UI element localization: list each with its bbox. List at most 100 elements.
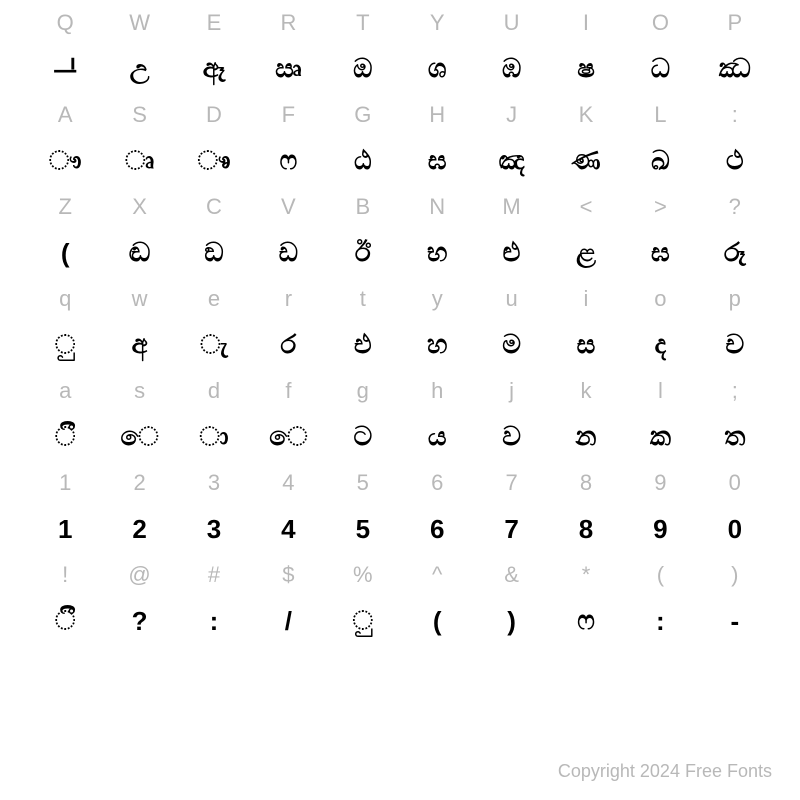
key-label: 3: [208, 470, 220, 496]
key-label: Z: [58, 194, 71, 220]
glyph-cell: ැ: [200, 329, 228, 361]
key-label: j: [509, 378, 514, 404]
key-label: G: [354, 102, 371, 128]
copyright-footer: Copyright 2024 Free Fonts: [558, 761, 772, 782]
glyph-cell: ඛ: [651, 145, 670, 177]
glyph-cell: ?: [132, 606, 148, 637]
glyph-cell: 2: [132, 514, 146, 545]
key-label: 7: [505, 470, 517, 496]
glyph-cell: ෆ: [577, 605, 595, 637]
key-label: k: [580, 378, 591, 404]
key-label: ): [731, 562, 738, 588]
glyph-cell: ා: [199, 421, 228, 453]
key-label: w: [132, 286, 148, 312]
glyph-cell: ඞ: [204, 237, 223, 269]
glyph-cell: ව: [502, 421, 521, 453]
glyph-cell: ඔ: [353, 53, 372, 85]
key-label: A: [58, 102, 73, 128]
key-label: (: [657, 562, 664, 588]
glyph-cell: ෳ: [197, 145, 230, 177]
glyph-cell: ථ: [726, 145, 744, 177]
key-label: R: [280, 10, 296, 36]
key-label: d: [208, 378, 220, 404]
key-label: 5: [357, 470, 369, 496]
glyph-cell: :: [656, 606, 665, 637]
key-label: C: [206, 194, 222, 220]
glyph-cell: න: [575, 421, 596, 453]
key-label: Q: [57, 10, 74, 36]
glyph-cell: 1: [58, 514, 72, 545]
key-label: u: [505, 286, 517, 312]
key-label: H: [429, 102, 445, 128]
key-label: a: [59, 378, 71, 404]
glyph-cell: හ: [427, 329, 447, 361]
glyph-cell: ඝ: [428, 145, 447, 177]
glyph-cell: ඊ: [355, 237, 371, 269]
glyph-cell: 5: [356, 514, 370, 545]
key-label: ;: [732, 378, 738, 404]
glyph-cell: -: [730, 606, 739, 637]
glyph-cell: 8: [579, 514, 593, 545]
glyph-cell: ම: [502, 329, 521, 361]
key-label: 2: [133, 470, 145, 496]
glyph-cell: ඹ: [502, 53, 521, 85]
glyph-cell: ශ: [428, 53, 447, 85]
glyph-cell: 6: [430, 514, 444, 545]
glyph-cell: ᆜ: [53, 51, 77, 88]
glyph-cell: ෆ: [280, 145, 298, 177]
key-label: L: [654, 102, 666, 128]
key-label: 9: [654, 470, 666, 496]
glyph-cell: ෂ: [577, 53, 595, 85]
key-label: %: [353, 562, 373, 588]
glyph-cell: ඣ: [719, 53, 751, 85]
key-label: 8: [580, 470, 592, 496]
glyph-cell: 9: [653, 514, 667, 545]
key-label: V: [281, 194, 296, 220]
glyph-cell: ෟ: [49, 145, 82, 177]
glyph-cell: (: [433, 606, 442, 637]
glyph-cell: /: [285, 606, 292, 637]
glyph-cell: ළ: [576, 237, 596, 269]
glyph-cell: 3: [207, 514, 221, 545]
glyph-cell: අ: [132, 329, 148, 361]
glyph-cell: උ: [130, 53, 150, 85]
key-label: ?: [729, 194, 741, 220]
key-label: i: [584, 286, 589, 312]
key-label: r: [285, 286, 292, 312]
glyph-cell: ධ: [651, 53, 670, 85]
glyph-cell: ඨ: [354, 145, 372, 177]
glyph-cell: එ: [354, 329, 372, 361]
glyph-cell: ෙ: [269, 421, 307, 453]
glyph-cell: රූ: [724, 237, 746, 269]
key-label: T: [356, 10, 369, 36]
glyph-cell: ඩ: [279, 237, 298, 269]
key-label: *: [582, 562, 591, 588]
glyph-cell: ඈ: [203, 53, 226, 85]
key-label: O: [652, 10, 669, 36]
key-label: &: [504, 562, 519, 588]
key-label: >: [654, 194, 667, 220]
glyph-cell: ඍ: [275, 53, 302, 85]
key-label: 4: [282, 470, 294, 496]
key-label: @: [128, 562, 150, 588]
glyph-cell: ච: [725, 329, 744, 361]
glyph-cell: ත: [724, 421, 745, 453]
key-label: l: [658, 378, 663, 404]
glyph-cell: ද: [655, 329, 667, 361]
key-label: I: [583, 10, 589, 36]
key-label: Y: [430, 10, 445, 36]
key-label: f: [285, 378, 291, 404]
glyph-cell: 0: [728, 514, 742, 545]
glyph-cell: ඬ: [129, 237, 151, 269]
key-label: t: [360, 286, 366, 312]
key-label: o: [654, 286, 666, 312]
glyph-cell: 4: [281, 514, 295, 545]
key-label: #: [208, 562, 220, 588]
key-label: E: [207, 10, 222, 36]
key-label: s: [134, 378, 145, 404]
glyph-cell: 7: [504, 514, 518, 545]
key-label: <: [580, 194, 593, 220]
key-label: W: [129, 10, 150, 36]
key-label: B: [355, 194, 370, 220]
key-label: 1: [59, 470, 71, 496]
